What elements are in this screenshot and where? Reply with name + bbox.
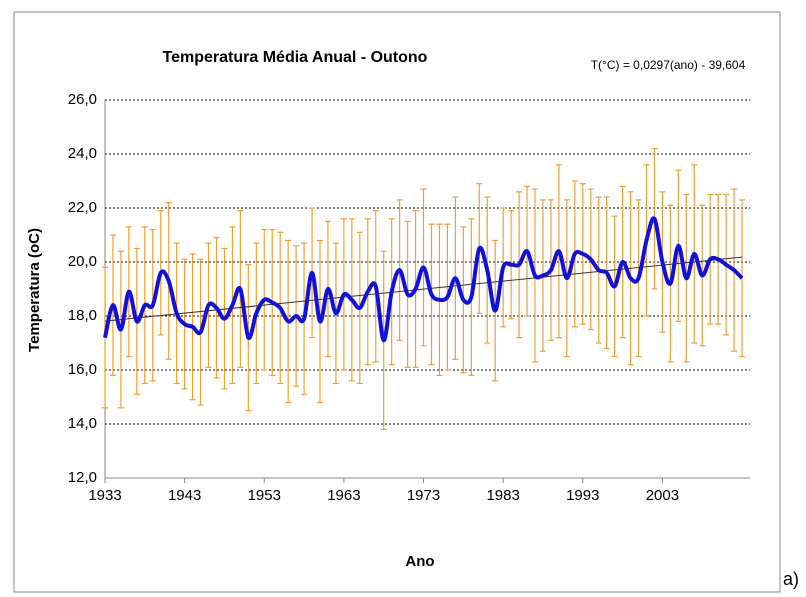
y-tick-label: 26,0 [68, 91, 97, 108]
y-tick-label: 16,0 [68, 361, 97, 378]
x-tick-label: 1983 [486, 487, 519, 504]
x-tick-label: 1963 [327, 487, 360, 504]
series-line [103, 216, 744, 343]
chart-border [13, 11, 781, 593]
panel-label: a) [783, 569, 799, 589]
x-tick-label: 1973 [407, 487, 440, 504]
x-tick-label: 2003 [646, 487, 679, 504]
y-tick-label: 14,0 [68, 415, 97, 432]
annotation: T(°C) = 0,0297(ano) - 39,604 [591, 58, 746, 72]
trend-line [104, 256, 743, 322]
y-tick-label: 22,0 [68, 199, 97, 216]
x-tick-label: 1993 [566, 487, 599, 504]
chart-title: Temperatura Média Anual - Outono [163, 49, 428, 66]
y-tick-label: 18,0 [68, 307, 97, 324]
x-tick-label: 1943 [168, 487, 201, 504]
x-tick-label: 1933 [88, 487, 121, 504]
y-tick-label: 12,0 [68, 469, 97, 486]
x-axis-label: Ano [405, 553, 434, 570]
y-tick-label: 20,0 [68, 253, 97, 270]
y-axis-label: Temperatura (oC) [26, 228, 43, 352]
x-tick-label: 1953 [248, 487, 281, 504]
y-tick-label: 24,0 [68, 145, 97, 162]
